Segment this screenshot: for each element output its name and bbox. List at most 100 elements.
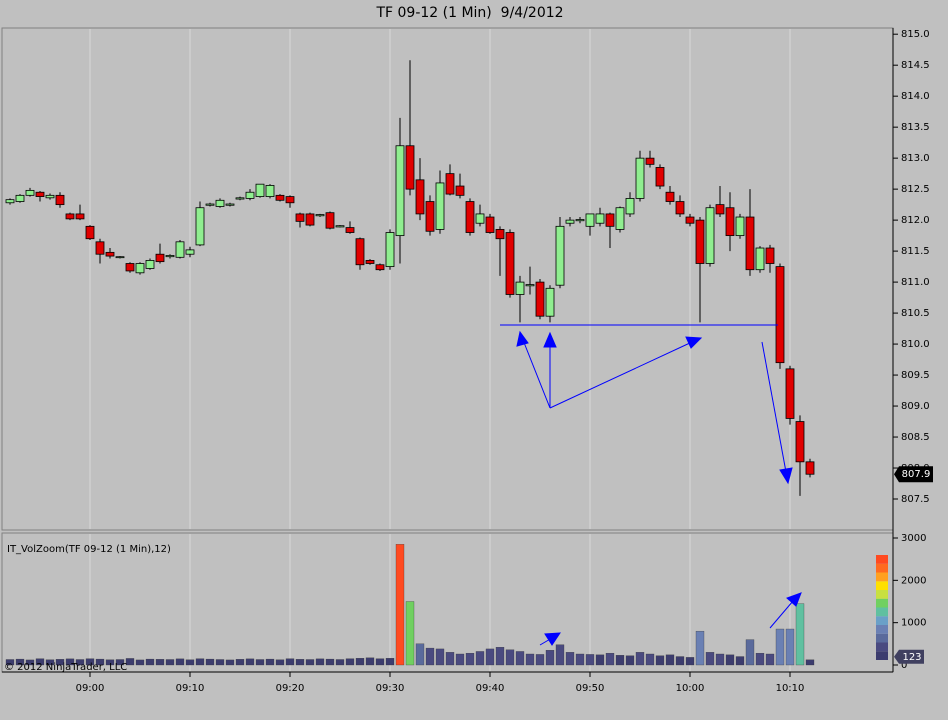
candle-body bbox=[565, 219, 575, 224]
x-tick-label: 10:10 bbox=[776, 683, 805, 694]
candle-body bbox=[585, 213, 595, 227]
candle-body bbox=[5, 199, 15, 204]
y-tick-label: 810.0 bbox=[901, 339, 930, 350]
candle-body bbox=[765, 247, 775, 264]
candle-body bbox=[125, 263, 135, 272]
candle-body bbox=[435, 182, 445, 230]
color-scale-swatch bbox=[876, 572, 888, 582]
price-panel bbox=[1, 27, 894, 531]
candle-body bbox=[335, 225, 345, 228]
volume-bar bbox=[485, 648, 495, 666]
candle-body bbox=[725, 207, 735, 237]
volume-bar bbox=[725, 654, 735, 666]
watermark: © 2012 NinjaTrader, LLC bbox=[4, 662, 127, 673]
drawings bbox=[500, 324, 802, 646]
candle-body bbox=[45, 194, 55, 199]
y-tick-label: 814.5 bbox=[901, 60, 930, 71]
y-tick-label: 0 bbox=[901, 660, 907, 671]
volume-bar bbox=[5, 659, 15, 666]
color-scale-swatch bbox=[876, 581, 888, 590]
candle-body bbox=[75, 213, 85, 220]
volume-bar bbox=[235, 659, 245, 666]
x-tick-label: 09:00 bbox=[76, 683, 105, 694]
arrow-head bbox=[685, 336, 703, 349]
volume-bar bbox=[55, 659, 65, 666]
volume-bar bbox=[575, 653, 585, 666]
color-scale-swatch bbox=[876, 563, 888, 573]
candle-body bbox=[535, 281, 545, 317]
volume-bar bbox=[365, 657, 375, 666]
x-tick-label: 10:00 bbox=[676, 683, 705, 694]
y-tick-label: 811.0 bbox=[901, 277, 930, 288]
candle-body bbox=[675, 201, 685, 215]
candle-body bbox=[165, 255, 175, 258]
candle-body bbox=[355, 238, 365, 266]
volume-bar bbox=[195, 658, 205, 666]
volume-bar bbox=[435, 648, 445, 666]
candle-body bbox=[645, 157, 655, 165]
y-tick-label: 814.0 bbox=[901, 91, 930, 102]
volume-bar bbox=[245, 658, 255, 666]
candle-body bbox=[175, 241, 185, 258]
candle-body bbox=[365, 260, 375, 264]
candle-body bbox=[635, 157, 645, 199]
x-tick-label: 09:10 bbox=[176, 683, 205, 694]
candle-body bbox=[755, 247, 765, 271]
volume-bar bbox=[45, 659, 55, 666]
volume-bar bbox=[25, 659, 35, 666]
candle-body bbox=[785, 368, 795, 419]
y-tick-label: 811.5 bbox=[901, 246, 930, 257]
arrow-head bbox=[543, 331, 557, 348]
volume-bar bbox=[395, 544, 405, 666]
color-scale-swatch bbox=[876, 555, 888, 564]
last-price-label: 807.9 bbox=[902, 469, 931, 480]
candle-body bbox=[775, 266, 785, 364]
candle-body bbox=[85, 225, 95, 240]
volume-bar bbox=[635, 652, 645, 666]
volume-bar bbox=[605, 652, 615, 666]
arrow-head bbox=[779, 467, 793, 485]
color-scale-swatch bbox=[876, 616, 888, 625]
candle-body bbox=[235, 197, 245, 200]
volume-bar bbox=[165, 659, 175, 666]
volume-bar bbox=[305, 659, 315, 666]
candle-body bbox=[135, 263, 145, 274]
volume-bar bbox=[675, 656, 685, 666]
volume-bar bbox=[205, 658, 215, 666]
y-tick-label: 1000 bbox=[901, 618, 926, 629]
volume-bar bbox=[135, 659, 145, 666]
color-scale-swatch bbox=[876, 642, 888, 652]
volume-bar bbox=[735, 656, 745, 666]
candle-body bbox=[685, 216, 695, 224]
candle-body bbox=[505, 232, 515, 295]
candle-body bbox=[485, 216, 495, 233]
volume-bar bbox=[645, 653, 655, 666]
candle-body bbox=[65, 213, 75, 220]
volume-bar bbox=[265, 658, 275, 666]
axes: 807.5808.0808.5809.0809.5810.0810.5811.0… bbox=[76, 29, 933, 694]
volume-bar bbox=[595, 654, 605, 666]
volume-bar bbox=[475, 651, 485, 666]
candle-body bbox=[325, 212, 335, 229]
color-scale-swatch bbox=[876, 633, 888, 643]
volume-bar bbox=[445, 652, 455, 666]
arrow bbox=[522, 339, 551, 409]
y-tick-label: 808.5 bbox=[901, 432, 930, 443]
candle-body bbox=[255, 183, 265, 197]
candle-body bbox=[285, 196, 295, 204]
volume-bar bbox=[755, 652, 765, 666]
volume-bar bbox=[455, 653, 465, 666]
volume-bar bbox=[125, 658, 135, 666]
y-tick-label: 813.0 bbox=[901, 153, 930, 164]
volume-bar bbox=[695, 630, 705, 666]
candle-body bbox=[315, 214, 325, 217]
arrow-head bbox=[786, 592, 802, 607]
x-tick-label: 09:30 bbox=[376, 683, 405, 694]
candle-body bbox=[375, 264, 385, 271]
volume-bar bbox=[95, 658, 105, 666]
arrow bbox=[761, 341, 787, 473]
candle-body bbox=[15, 194, 25, 202]
candle-body bbox=[465, 201, 475, 233]
volume-bar bbox=[385, 658, 395, 666]
